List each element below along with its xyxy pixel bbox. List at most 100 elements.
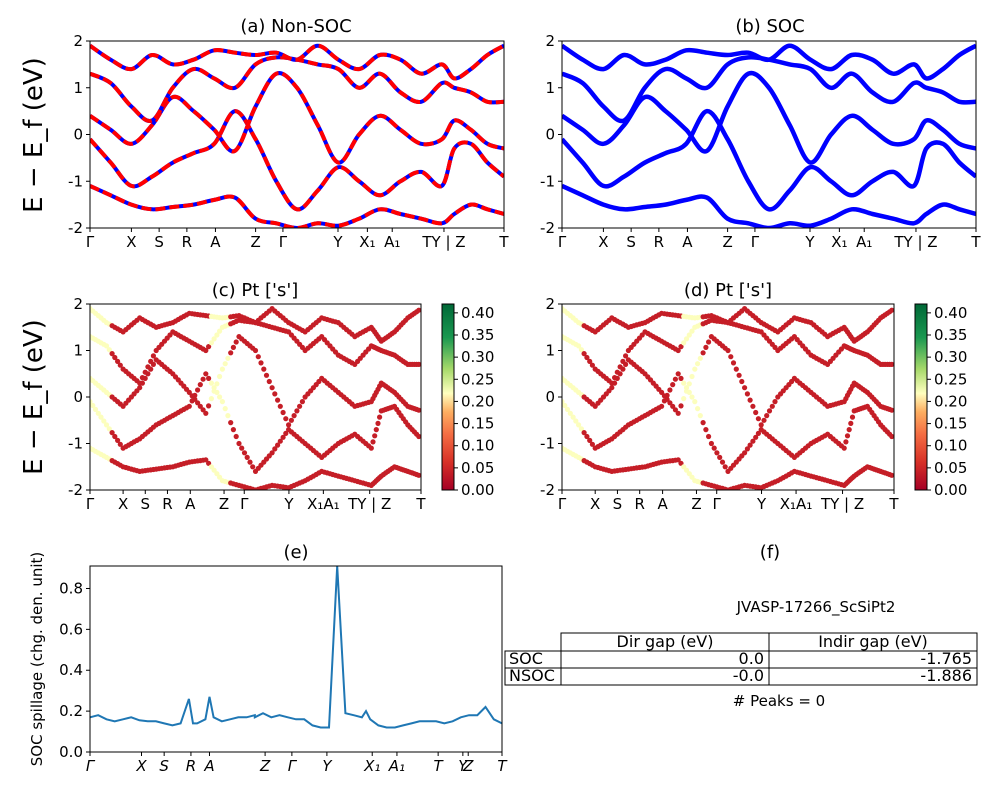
- panel-a-band-dn-4: [90, 43, 504, 81]
- panel-d-point: [692, 399, 698, 405]
- panel-c-point: [266, 378, 272, 385]
- panel-c-point: [186, 403, 192, 409]
- panel-b-ktick-0: Γ: [558, 233, 567, 251]
- panel-d-point: [755, 430, 762, 436]
- table-header-dir: Dir gap (eV): [617, 632, 714, 651]
- panel-d-point: [689, 474, 695, 480]
- panel-d-point: [689, 394, 695, 400]
- panel-c-point: [372, 433, 378, 439]
- panel-d-point: [889, 361, 894, 367]
- panel-c-point: [222, 406, 228, 412]
- panel-a-ytick-4: 2: [73, 32, 83, 50]
- panel-a-ytick-3: 1: [73, 79, 83, 97]
- panel-d-point: [678, 403, 684, 409]
- panel-e-title: (e): [283, 542, 308, 563]
- panel-c-point: [230, 344, 236, 350]
- panel-c-point: [416, 407, 421, 413]
- panel-b-ktick-4: A: [682, 233, 693, 251]
- panel-d-point: [753, 434, 759, 440]
- panel-e-ktick-10: T: [434, 757, 445, 775]
- panel-c-point: [117, 441, 123, 447]
- panel-c-ytick-0: -2: [68, 481, 83, 499]
- panel-d-point: [584, 433, 590, 440]
- panel-c-point: [217, 394, 223, 400]
- panel-d-ktick-1: X: [590, 495, 600, 513]
- panel-c-point: [375, 420, 381, 426]
- panel-a-ktick-11: T: [498, 233, 509, 251]
- panel-c-ktick-9: TY | Z: [347, 495, 391, 513]
- panel-b-ytick-1: -1: [540, 172, 555, 190]
- panel-e-ktick-3: R: [186, 757, 196, 775]
- panel-e-ktick-8: X₁: [363, 757, 380, 775]
- panel-d-point: [675, 371, 681, 377]
- panel-d-point: [670, 403, 676, 409]
- panel-c-point: [222, 361, 228, 367]
- panel-c-point: [92, 406, 99, 412]
- panel-c-point: [416, 307, 421, 313]
- panel-d-point: [617, 364, 623, 370]
- panel-c-point: [416, 433, 421, 440]
- panel-e-ktick-12: Z: [462, 757, 474, 775]
- panel-c-point: [214, 471, 220, 477]
- panel-a-title: (a) Non-SOC: [240, 16, 351, 37]
- panel-e-frame: [89, 565, 503, 753]
- panel-a-frame: [89, 40, 505, 229]
- panel-d-cbar-tick-5: 0.25: [934, 370, 967, 388]
- panel-c-ktick-1: X: [118, 495, 128, 513]
- panel-c-point: [277, 438, 283, 444]
- panel-a-ktick-9: A₁: [384, 233, 400, 251]
- panel-a-ktick-3: R: [182, 233, 192, 251]
- panel-c-point: [272, 391, 278, 397]
- panel-c-point: [288, 417, 294, 423]
- panel-c-point: [142, 369, 148, 375]
- panel-c-ktick-8: X₁A₁: [307, 495, 340, 513]
- panel-c-ktick-6: Γ: [240, 495, 249, 513]
- panel-d-ktick-10: T: [888, 495, 899, 513]
- panel-d-point: [678, 460, 684, 466]
- panel-c-point: [263, 372, 270, 378]
- panel-b-ktick-9: A₁: [856, 233, 872, 251]
- panel-c-ktick-0: Γ: [86, 495, 95, 513]
- energy-ylabel-top: E − E_f (eV): [19, 57, 49, 213]
- panel-c-point: [297, 403, 303, 409]
- panel-c-point: [416, 361, 421, 367]
- panel-c-point: [228, 350, 234, 356]
- panel-c-cbar-tick-3: 0.15: [461, 415, 494, 433]
- panel-c-point: [90, 402, 96, 409]
- panel-b-ktick-11: T: [970, 233, 981, 251]
- panel-d-ktick-2: S: [613, 495, 623, 513]
- panel-b-band-0: [562, 183, 976, 228]
- panel-a-ktick-7: Y: [332, 233, 343, 251]
- panel-c-point: [252, 347, 259, 354]
- panel-a-plot: -2 -1 0 1 2 Γ X S R A Z Γ Y X₁ A₁ TY | Z T: [68, 32, 509, 251]
- panel-c-point: [225, 413, 231, 419]
- panel-e-ktick-1: X: [135, 757, 147, 775]
- panel-c-point: [109, 430, 115, 436]
- panel-d-point: [703, 427, 709, 433]
- panel-c-point: [217, 373, 223, 380]
- panel-c-point: [228, 420, 234, 426]
- panel-d-point: [562, 402, 568, 409]
- panel-c-point: [280, 434, 286, 440]
- panel-a-band-dn-1: [90, 109, 504, 212]
- gap-table: JVASP-17266_ScSiPt2 Dir gap (eV) Indir g…: [504, 598, 978, 710]
- panel-d-point: [587, 358, 593, 364]
- panel-a-ktick-1: X: [126, 233, 136, 251]
- panel-c-point: [117, 362, 123, 368]
- panel-d-point: [686, 381, 692, 387]
- panel-e-ytick-1: 0.2: [59, 702, 83, 720]
- panel-c-ktick-4: A: [185, 495, 196, 513]
- panel-c-point: [98, 414, 104, 420]
- panel-c-point: [299, 399, 305, 405]
- panel-d-point: [692, 366, 698, 372]
- panel-c-cbar-tick-0: 0.00: [461, 481, 494, 499]
- panel-c-point: [206, 403, 212, 409]
- panel-c-point: [148, 358, 154, 364]
- panel-d-point: [667, 400, 673, 406]
- panel-e-ktick-0: Γ: [86, 757, 96, 775]
- panel-c-point: [203, 347, 209, 354]
- panel-d-point: [609, 385, 615, 391]
- panel-d-point: [714, 450, 720, 456]
